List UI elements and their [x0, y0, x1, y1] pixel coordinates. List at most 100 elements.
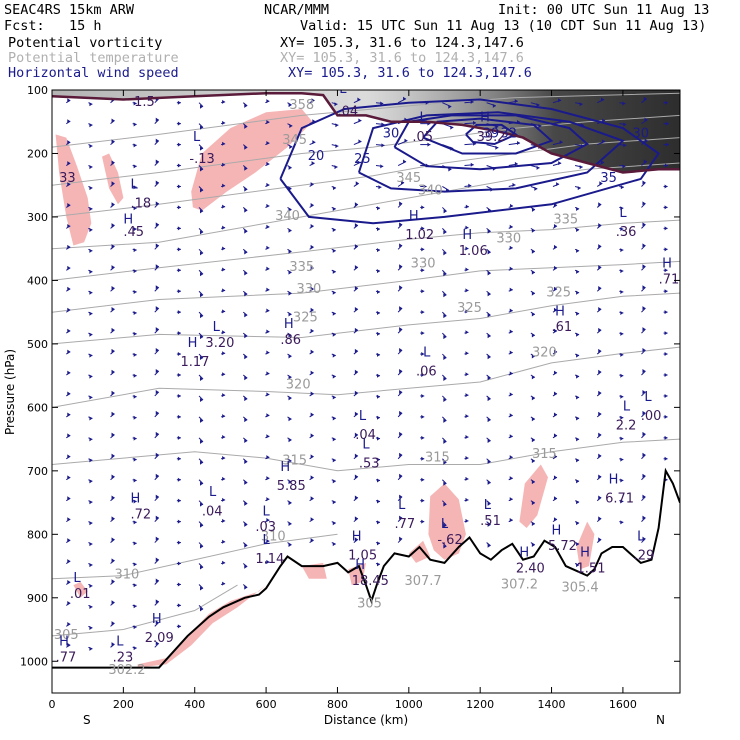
- wind-vector: [242, 290, 248, 295]
- wind-vector-head: [133, 269, 137, 274]
- wind-vector-head: [244, 522, 248, 527]
- wind-vector-head: [67, 307, 71, 312]
- wind-vector-head: [421, 226, 425, 231]
- wind-vector-head: [310, 203, 314, 208]
- model-name: SEAC4RS 15km ARW: [4, 2, 135, 18]
- wind-contour-25: [357, 111, 625, 193]
- pv-extremum-H: H: [352, 530, 362, 545]
- wind-vector: [486, 332, 491, 337]
- wind-vector-head: [200, 167, 204, 172]
- wind-vector-head: [222, 267, 226, 272]
- theta-label: 325: [293, 311, 318, 326]
- wind-vector: [242, 207, 248, 212]
- wind-vector-head: [222, 476, 226, 481]
- wind-vector-head: [177, 163, 181, 168]
- wind-vector-head: [155, 515, 159, 520]
- wind-vector-head: [354, 286, 358, 291]
- wind-vector: [397, 391, 403, 397]
- wind-vector-head: [266, 413, 270, 418]
- pv-extremum-value: .01: [70, 587, 91, 602]
- theta-label: 315: [282, 453, 307, 468]
- wind-vector-head: [89, 542, 93, 547]
- wind-vector-head: [553, 496, 557, 501]
- wind-vector-head: [332, 269, 336, 274]
- wind-vector-head: [642, 389, 646, 394]
- terrain-profile: [52, 467, 680, 669]
- wind-vector-head: [576, 311, 580, 316]
- pv-extremum-L: L: [423, 346, 431, 361]
- wind-vector-head: [177, 142, 181, 147]
- wind-vector-head: [487, 501, 491, 506]
- wind-vector-head: [155, 138, 159, 143]
- wind-vector-head: [133, 394, 137, 399]
- wind-vector-head: [401, 180, 405, 185]
- wind-vector-head: [89, 458, 93, 463]
- pv-extremum-value: 5.72: [548, 539, 577, 554]
- wind-vector-head: [89, 102, 93, 107]
- wind-vector-head: [509, 476, 513, 481]
- wind-vector-head: [244, 250, 248, 255]
- wind-vector-head: [310, 182, 314, 187]
- wind-vector: [486, 521, 491, 526]
- wind-vector-head: [622, 164, 626, 169]
- wind-vector-head: [67, 601, 71, 606]
- wind-vector-head: [155, 368, 159, 373]
- wind-vector-head: [512, 182, 516, 187]
- wind-vector: [641, 370, 646, 376]
- wind-vector-head: [465, 288, 469, 293]
- wind-vector: [198, 521, 204, 526]
- wind-vector-head: [376, 499, 380, 504]
- wind-vector-head: [576, 458, 580, 463]
- theta-label: 305: [54, 628, 79, 643]
- wind-vector-head: [623, 143, 627, 148]
- wind-vector-head: [487, 522, 491, 527]
- wind-vector-head: [310, 265, 314, 270]
- wind-vector-head: [642, 452, 646, 457]
- wind-vector-head: [332, 290, 336, 295]
- wind-vector: [641, 496, 646, 502]
- wind-vector-head: [553, 265, 557, 270]
- wind-vector-head: [421, 477, 425, 482]
- wind-vector-head: [332, 479, 336, 484]
- wind-vector-head: [244, 480, 248, 485]
- wind-vector-head: [266, 161, 270, 166]
- wind-vector-head: [67, 412, 71, 417]
- init-time: Init: 00 UTC Sun 11 Aug 13: [498, 2, 710, 18]
- wind-vector: [641, 265, 646, 271]
- pv-extremum-L: L: [263, 504, 271, 519]
- pv-extremum-value: .29: [634, 549, 655, 564]
- wind-vector: [641, 182, 646, 187]
- x-tick-label: 1000: [395, 698, 423, 711]
- wind-vector-head: [222, 99, 226, 104]
- wind-vector-head: [177, 247, 181, 252]
- wind-vector-head: [288, 459, 292, 464]
- wind-vector-head: [531, 417, 535, 422]
- wind-vector-head: [354, 474, 358, 479]
- wind-vector: [486, 311, 491, 316]
- wind-vector-head: [465, 414, 469, 419]
- pv-extremum-value: 1.06: [459, 244, 488, 259]
- wind-vector-head: [155, 306, 159, 311]
- wind-vector: [641, 454, 646, 460]
- wind-vector-head: [222, 560, 226, 565]
- wind-vector-head: [177, 289, 181, 294]
- wind-vector-head: [602, 118, 606, 123]
- wind-vector-head: [155, 159, 159, 164]
- pv-extremum-value: .00: [641, 409, 662, 424]
- wind-vector-head: [222, 414, 226, 419]
- theta-label: 310: [261, 530, 286, 545]
- wind-vector-head: [376, 394, 380, 399]
- pv-extremum-value: .04: [337, 104, 358, 119]
- wind-vector-head: [177, 456, 181, 461]
- wind-vector-head: [266, 266, 270, 271]
- wind-vector: [198, 563, 204, 568]
- wind-vector-head: [200, 314, 204, 319]
- wind-vector: [442, 332, 447, 338]
- wind-vector-head: [67, 119, 71, 124]
- wind-vector-head: [67, 265, 71, 270]
- wind-vector-head: [598, 516, 602, 521]
- wind-vector-head: [495, 145, 499, 150]
- wind-label: 35: [600, 171, 617, 186]
- wind-vector-head: [310, 349, 314, 354]
- wind-vector-head: [487, 418, 491, 423]
